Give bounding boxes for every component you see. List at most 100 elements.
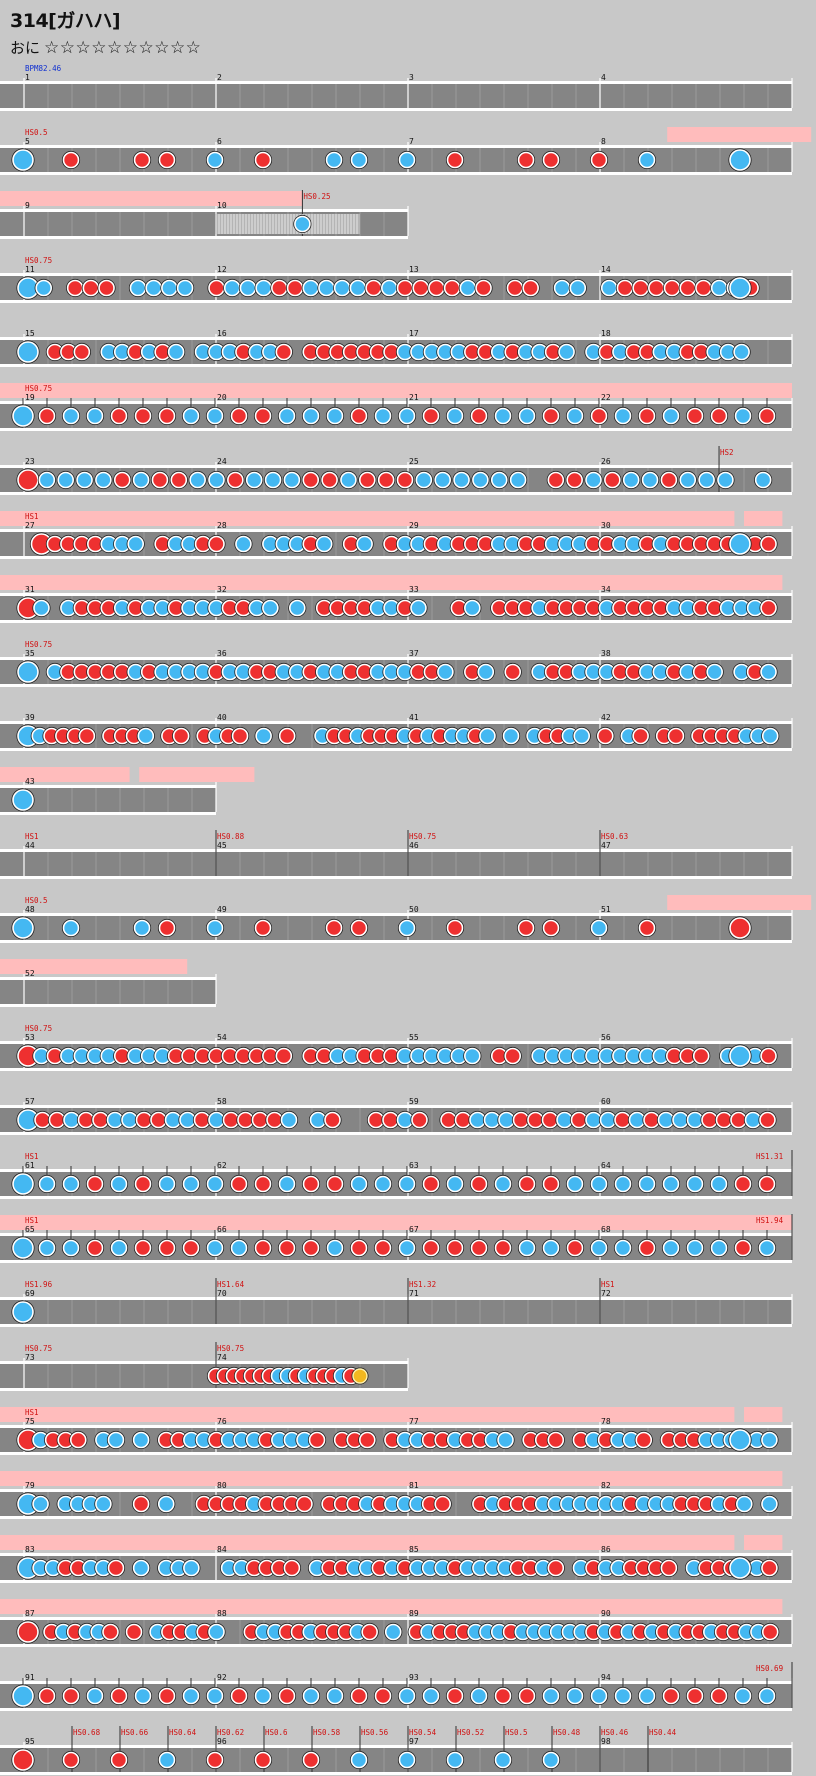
scroll-label: HS0.64 xyxy=(169,1728,197,1737)
don-note xyxy=(158,407,176,425)
ka-note xyxy=(398,919,416,937)
measure-number: 16 xyxy=(217,329,227,338)
measure-number: 27 xyxy=(25,521,35,530)
ka-note xyxy=(638,1687,656,1705)
don-note xyxy=(494,1239,512,1257)
ka-note xyxy=(132,471,150,489)
ka-note xyxy=(497,1431,514,1449)
don-note xyxy=(734,1175,752,1193)
measure-number: 56 xyxy=(601,1033,611,1042)
ka-note xyxy=(132,1559,150,1577)
ka-note xyxy=(158,1751,176,1769)
ka-note xyxy=(758,1239,776,1257)
chart-row: 15 16 17 18 xyxy=(0,329,793,367)
measure-number: 48 xyxy=(25,905,35,914)
ka-note xyxy=(350,1175,368,1193)
don-note xyxy=(17,1621,39,1643)
measure-number: 71 xyxy=(409,1289,419,1298)
chart-row: 23 24 25 26 HS2 xyxy=(0,446,793,495)
don-note xyxy=(38,407,56,425)
chart-row: 57 58 59 60 xyxy=(0,1097,793,1135)
ka-note xyxy=(35,279,53,297)
ka-note xyxy=(566,407,584,425)
don-note xyxy=(69,1431,87,1449)
chart-row: 79 80 81 82 xyxy=(0,1471,793,1519)
measure-number: 4 xyxy=(601,73,606,82)
measure-number: 49 xyxy=(217,905,227,914)
don-note xyxy=(596,727,614,745)
measure-number: 76 xyxy=(217,1417,227,1426)
don-note xyxy=(648,279,665,297)
balloon-note xyxy=(352,1368,368,1384)
don-note xyxy=(361,1623,378,1641)
scroll-label: HS1 xyxy=(25,1216,39,1225)
ka-note xyxy=(734,407,752,425)
ka-note xyxy=(315,535,333,553)
ka-note xyxy=(32,1495,49,1513)
ka-note xyxy=(509,471,527,489)
measure-number: 59 xyxy=(409,1097,419,1106)
measure-number: 65 xyxy=(25,1225,35,1234)
don-note xyxy=(17,469,39,491)
measure-number: 1 xyxy=(25,73,30,82)
scroll-label: HS1 xyxy=(601,1280,615,1289)
don-note xyxy=(643,1111,660,1129)
ka-note xyxy=(356,535,373,553)
ka-note xyxy=(206,1239,224,1257)
chart-row: 95 96 97 98 HS0.68 HS0.66 HS0.64 HS0.62 HS0.6 HS0… xyxy=(0,1726,793,1775)
scroll-label: HS1 xyxy=(25,1152,39,1161)
lane xyxy=(0,1300,792,1324)
measure-number: 57 xyxy=(25,1097,35,1106)
don-note xyxy=(566,471,583,489)
measure-number: 21 xyxy=(409,393,419,402)
ka-note xyxy=(374,1175,392,1193)
ka-note xyxy=(110,1239,128,1257)
ka-note xyxy=(398,1687,416,1705)
ka-note xyxy=(710,1175,728,1193)
don-note xyxy=(358,471,376,489)
ka-note xyxy=(472,471,489,489)
ka-note xyxy=(254,1687,272,1705)
ka-note xyxy=(434,471,452,489)
ka-note xyxy=(107,1431,125,1449)
don-note xyxy=(254,1239,272,1257)
scroll-label: HS0.75 xyxy=(25,1024,52,1033)
measure-number: 22 xyxy=(601,393,611,402)
measure-number: 53 xyxy=(25,1033,35,1042)
don-note xyxy=(604,471,621,489)
ka-note xyxy=(494,1175,512,1193)
chart-row: 43 xyxy=(0,767,255,815)
ka-note xyxy=(76,471,93,489)
ka-note xyxy=(208,1623,225,1641)
don-note xyxy=(382,1111,399,1129)
scroll-label: HS1 xyxy=(25,1408,39,1417)
ka-note xyxy=(729,533,751,555)
ka-note xyxy=(761,727,779,745)
don-note xyxy=(522,279,539,297)
measure-number: 11 xyxy=(25,265,35,274)
song-title: 314[ガハハ] xyxy=(10,10,121,32)
don-note xyxy=(504,663,522,681)
don-note xyxy=(78,727,96,745)
measure-number: 37 xyxy=(409,649,419,658)
don-note xyxy=(638,919,656,937)
don-note xyxy=(325,919,343,937)
don-note xyxy=(446,1687,464,1705)
don-note xyxy=(377,471,395,489)
scroll-label: HS1 xyxy=(25,832,39,841)
don-note xyxy=(182,1239,200,1257)
ka-note xyxy=(164,1111,182,1129)
ka-note xyxy=(446,407,464,425)
measure-number: 62 xyxy=(217,1161,227,1170)
scroll-label: HS0.46 xyxy=(601,1728,629,1737)
don-note xyxy=(275,343,293,361)
gogo-highlight xyxy=(744,1407,783,1422)
ka-note xyxy=(264,471,282,489)
measure-number: 90 xyxy=(601,1609,611,1618)
ka-note xyxy=(729,1429,751,1451)
chart-row: 5 6 7 8 HS0.5 xyxy=(0,127,812,175)
measure-number: 52 xyxy=(25,969,35,978)
lane xyxy=(0,916,792,940)
chart-row: 52 xyxy=(0,959,217,1007)
